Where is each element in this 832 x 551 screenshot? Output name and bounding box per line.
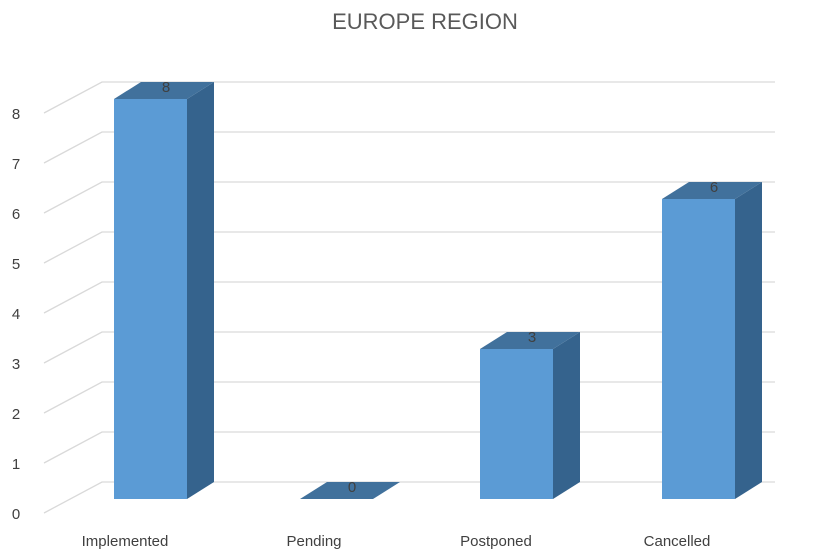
x-tick-label: Implemented bbox=[82, 533, 169, 550]
gridline bbox=[43, 131, 775, 164]
data-label: 8 bbox=[162, 79, 170, 96]
y-tick-label: 0 bbox=[12, 506, 20, 523]
bar-top bbox=[300, 482, 400, 499]
x-tick-label: Cancelled bbox=[644, 533, 711, 550]
gridline bbox=[43, 81, 775, 114]
bar-side bbox=[735, 182, 762, 499]
y-tick-label: 4 bbox=[12, 306, 20, 323]
data-label: 0 bbox=[348, 479, 356, 496]
bar-side bbox=[553, 332, 580, 499]
bar-top bbox=[662, 182, 762, 199]
y-tick-label: 2 bbox=[12, 406, 20, 423]
y-tick-label: 1 bbox=[12, 456, 20, 473]
x-tick-label: Postponed bbox=[460, 533, 532, 550]
y-tick-label: 8 bbox=[12, 106, 20, 123]
bars bbox=[114, 82, 762, 499]
data-label: 3 bbox=[528, 329, 536, 346]
bar bbox=[662, 199, 735, 499]
data-labels: 8 0 3 6 bbox=[162, 79, 718, 496]
gridline bbox=[43, 231, 775, 264]
bar bbox=[114, 99, 187, 499]
gridline bbox=[43, 181, 775, 214]
y-tick-label: 7 bbox=[12, 156, 20, 173]
y-tick-label: 5 bbox=[12, 256, 20, 273]
y-tick-label: 6 bbox=[12, 206, 20, 223]
bar-top bbox=[114, 82, 214, 99]
chart-title: EUROPE REGION bbox=[332, 9, 518, 34]
x-axis-ticks: Implemented Pending Postponed Cancelled bbox=[82, 533, 711, 550]
gridlines bbox=[43, 81, 775, 514]
data-label: 6 bbox=[710, 179, 718, 196]
y-tick-label: 3 bbox=[12, 356, 20, 373]
x-tick-label: Pending bbox=[286, 533, 341, 550]
gridline bbox=[43, 281, 775, 314]
bar-side bbox=[187, 82, 214, 499]
bar bbox=[480, 349, 553, 499]
y-axis-ticks: 0 1 2 3 4 5 6 7 8 bbox=[12, 106, 20, 523]
bar-top bbox=[480, 332, 580, 349]
